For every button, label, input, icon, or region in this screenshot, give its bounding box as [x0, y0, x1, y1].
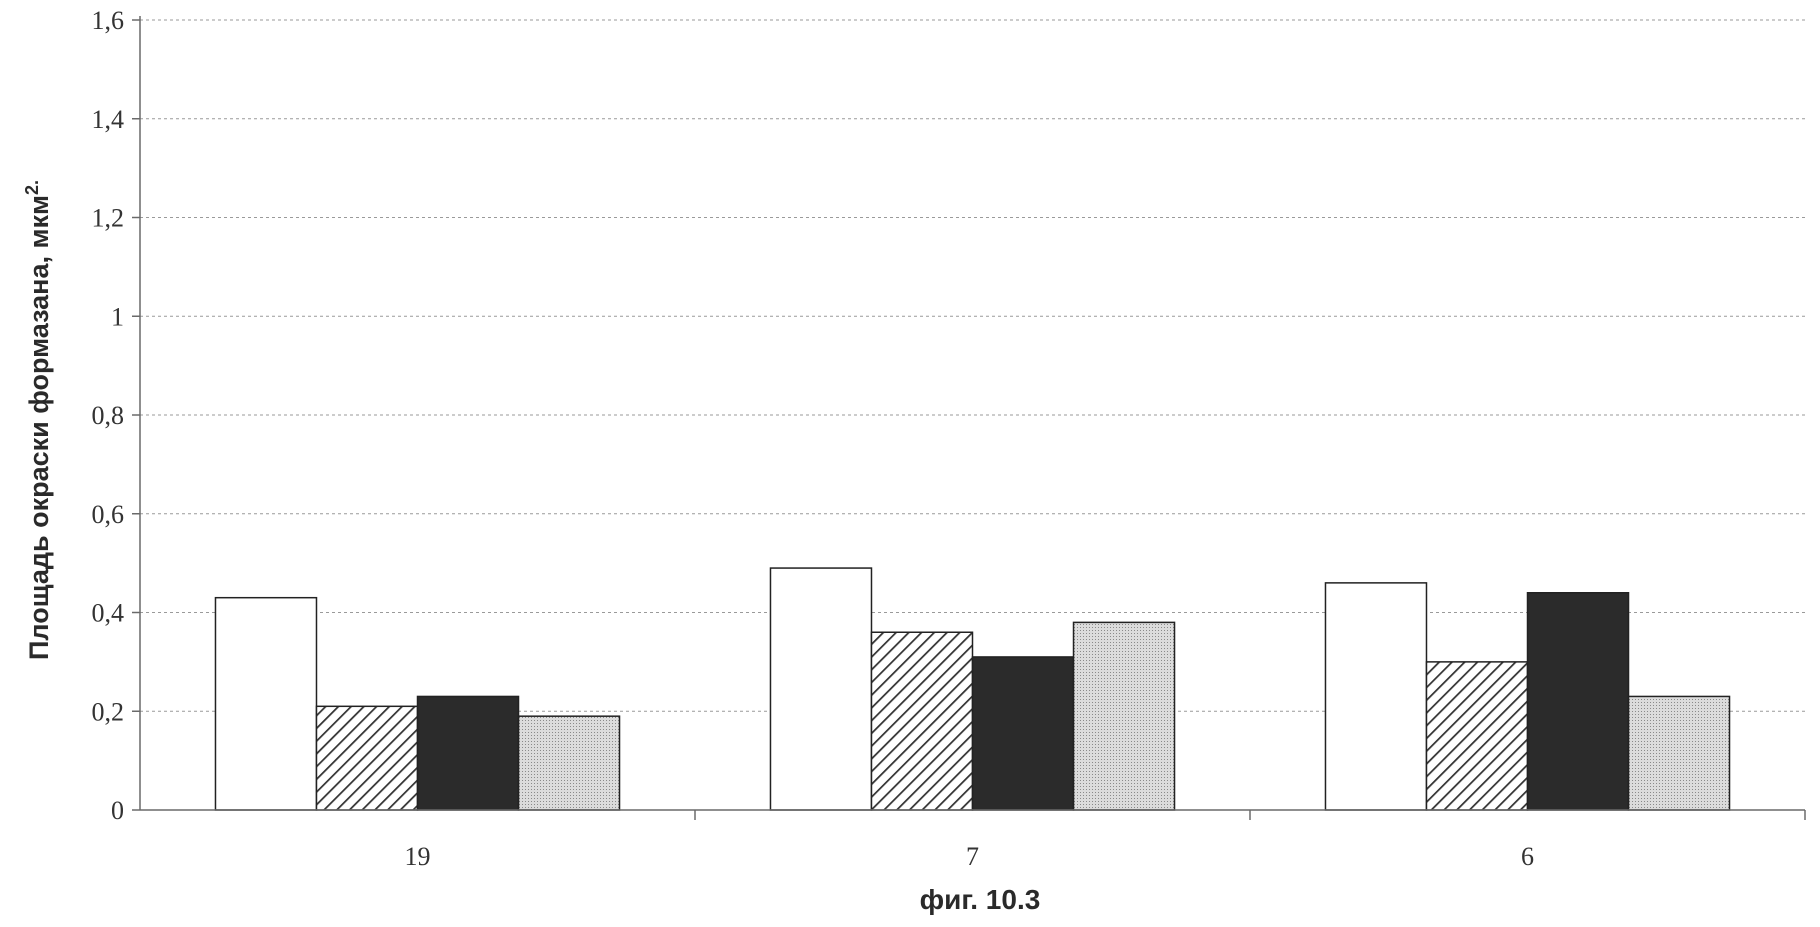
y-tick-label: 1,2	[92, 204, 125, 233]
bars-layer	[215, 568, 1729, 810]
y-tick-label: 0	[111, 796, 124, 825]
bar-dotted-gray-cat-6	[1629, 696, 1730, 810]
y-axis-title-text: Площадь окраски формазана, мкм	[24, 195, 54, 660]
y-tick-label: 1	[111, 302, 124, 331]
bar-white-cat-6	[1325, 583, 1426, 810]
x-tick-label: 19	[405, 842, 431, 871]
bar-white-cat-19	[215, 598, 316, 810]
y-axis-title-sup: 2.	[22, 180, 42, 195]
bar-black-cat-6	[1528, 593, 1629, 810]
bar-diagonal-hatch-cat-6	[1426, 662, 1527, 810]
y-tick-label: 0,8	[92, 401, 125, 430]
bar-diagonal-hatch-cat-19	[316, 706, 417, 810]
bar-dotted-gray-cat-7	[1074, 622, 1175, 810]
bar-diagonal-hatch-cat-7	[871, 632, 972, 810]
y-tick-label: 0,2	[92, 697, 125, 726]
figure-caption: фиг. 10.3	[920, 884, 1041, 915]
bar-black-cat-19	[418, 696, 519, 810]
bar-black-cat-7	[973, 657, 1074, 810]
x-tick-label: 6	[1521, 842, 1534, 871]
y-axis-title: Площадь окраски формазана, мкм2.	[22, 180, 54, 660]
bar-white-cat-7	[770, 568, 871, 810]
y-tick-label: 1,4	[92, 105, 125, 134]
x-tick-label: 7	[966, 842, 979, 871]
y-tick-label: 1,6	[92, 6, 125, 35]
y-tick-label: 0,6	[92, 500, 125, 529]
y-tick-label: 0,4	[92, 599, 125, 628]
bar-dotted-gray-cat-19	[519, 716, 620, 810]
